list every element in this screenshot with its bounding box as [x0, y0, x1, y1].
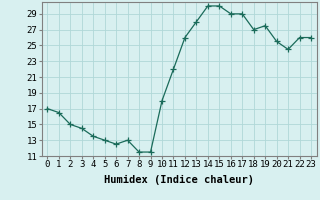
X-axis label: Humidex (Indice chaleur): Humidex (Indice chaleur)	[104, 175, 254, 185]
